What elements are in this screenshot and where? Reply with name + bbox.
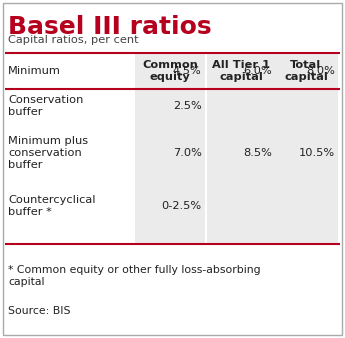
Text: Minimum: Minimum bbox=[8, 66, 61, 76]
Text: 6.0%: 6.0% bbox=[243, 66, 272, 76]
Text: Minimum plus
conservation
buffer: Minimum plus conservation buffer bbox=[8, 137, 88, 170]
Text: Countercyclical
buffer *: Countercyclical buffer * bbox=[8, 195, 96, 217]
Text: Basel III ratios: Basel III ratios bbox=[8, 15, 212, 39]
Text: 8.5%: 8.5% bbox=[243, 148, 272, 158]
Text: Total
capital: Total capital bbox=[284, 60, 328, 82]
Text: 10.5%: 10.5% bbox=[299, 148, 335, 158]
Text: Source: BIS: Source: BIS bbox=[8, 307, 71, 316]
Text: 7.0%: 7.0% bbox=[173, 148, 201, 158]
Text: 2.5%: 2.5% bbox=[173, 101, 201, 111]
Text: Common
equity: Common equity bbox=[142, 60, 198, 82]
Text: Capital ratios, per cent: Capital ratios, per cent bbox=[8, 35, 139, 45]
Text: All Tier 1
capital: All Tier 1 capital bbox=[212, 60, 270, 82]
Text: 8.0%: 8.0% bbox=[306, 66, 335, 76]
Text: 0-2.5%: 0-2.5% bbox=[161, 201, 201, 211]
Text: 4.5%: 4.5% bbox=[173, 66, 201, 76]
Text: * Common equity or other fully loss-absorbing
capital: * Common equity or other fully loss-abso… bbox=[8, 265, 261, 287]
Text: Conservation
buffer: Conservation buffer bbox=[8, 95, 83, 117]
